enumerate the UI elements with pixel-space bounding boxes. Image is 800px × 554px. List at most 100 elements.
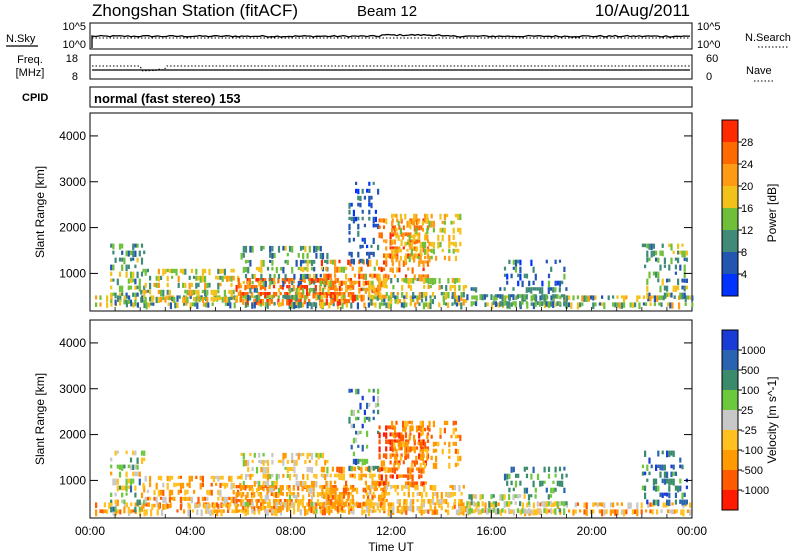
- echo-cell: [201, 275, 204, 283]
- echo-cell: [396, 467, 399, 471]
- echo-cell: [685, 257, 688, 262]
- freq-tick-top: 18: [66, 53, 78, 65]
- echo-cell: [405, 278, 408, 284]
- echo-cell: [190, 282, 193, 288]
- echo-cell: [235, 485, 238, 489]
- echo-cell: [250, 485, 254, 491]
- echo-cell: [261, 299, 265, 306]
- echo-cell: [258, 294, 261, 301]
- echo-cell: [681, 499, 684, 506]
- echo-cell: [510, 302, 513, 307]
- echo-cell: [244, 292, 247, 296]
- station-title: Zhongshan Station (fitACF): [92, 1, 298, 20]
- echo-cell: [466, 501, 469, 508]
- echo-cell: [549, 287, 553, 291]
- echo-cell: [264, 508, 267, 516]
- echo-cell: [106, 295, 109, 302]
- echo-cell: [422, 218, 425, 223]
- echo-cell: [660, 509, 663, 513]
- echo-cell: [260, 302, 263, 307]
- echo-cell: [385, 302, 388, 309]
- echo-cell: [421, 420, 424, 428]
- echo-cell: [552, 287, 555, 293]
- echo-cell: [303, 285, 306, 289]
- echo-cell: [249, 245, 252, 253]
- echo-cell: [403, 492, 406, 496]
- echo-cell: [471, 295, 474, 300]
- echo-cell: [240, 508, 243, 513]
- echo-cell: [655, 499, 658, 506]
- echo-cell: [558, 466, 562, 472]
- echo-cell: [233, 302, 236, 309]
- echo-cell: [264, 480, 267, 485]
- echo-cell: [545, 487, 548, 493]
- echo-cell: [299, 295, 302, 303]
- echo-cell: [372, 181, 375, 185]
- echo-cell: [286, 485, 289, 490]
- echo-cell: [576, 302, 579, 310]
- echo-cell: [430, 213, 433, 219]
- echo-cell: [679, 478, 682, 484]
- echo-cell: [232, 289, 235, 295]
- echo-cell: [313, 287, 316, 294]
- echo-cell: [368, 188, 371, 193]
- echo-cell: [208, 489, 211, 496]
- echo-cell: [239, 492, 243, 496]
- echo-cell: [367, 302, 370, 308]
- echo-cell: [420, 467, 423, 474]
- echo-cell: [345, 492, 348, 496]
- echo-cell: [320, 466, 323, 473]
- echo-cell: [297, 301, 300, 309]
- echo-cell: [661, 492, 664, 498]
- echo-cell: [552, 487, 555, 494]
- echo-cell: [149, 296, 152, 302]
- echo-cell: [350, 302, 353, 309]
- echo-cell: [264, 280, 267, 287]
- echo-cell: [185, 302, 188, 306]
- echo-cell: [336, 506, 339, 513]
- echo-cell: [486, 302, 489, 307]
- echo-cell: [269, 245, 272, 253]
- echo-cell: [134, 464, 137, 470]
- echo-cell: [382, 460, 386, 467]
- echo-cell: [428, 248, 431, 252]
- echo-cell: [315, 273, 318, 279]
- echo-cell: [558, 280, 562, 287]
- y-tick-label: 3000: [59, 382, 86, 396]
- echo-cell: [499, 509, 502, 516]
- freq-label: Freq.: [17, 54, 43, 66]
- echo-cell: [558, 301, 561, 306]
- echo-cell: [363, 237, 366, 244]
- echo-cell: [118, 299, 122, 306]
- echo-cell: [424, 446, 427, 451]
- echo-cell: [168, 289, 171, 295]
- echo-cell: [244, 509, 247, 516]
- echo-cell: [459, 455, 462, 462]
- echo-cell: [452, 234, 455, 240]
- echo-cell: [369, 487, 372, 495]
- echo-cell: [143, 302, 146, 309]
- echo-cell: [211, 502, 214, 508]
- echo-cell: [431, 292, 435, 297]
- echo-cell: [549, 301, 553, 307]
- echo-cell: [331, 466, 334, 472]
- echo-cell: [226, 496, 229, 503]
- echo-cell: [269, 280, 272, 286]
- echo-cell: [194, 502, 197, 509]
- echo-cell: [262, 466, 265, 474]
- echo-cell: [554, 294, 557, 299]
- echo-cell: [356, 302, 359, 310]
- echo-cell: [264, 473, 267, 479]
- echo-cell: [370, 509, 373, 513]
- echo-cell: [116, 499, 119, 507]
- echo-cell: [382, 453, 386, 458]
- echo-cell: [302, 494, 305, 501]
- echo-cell: [262, 452, 265, 457]
- echo-cell: [378, 481, 381, 487]
- echo-cell: [409, 467, 412, 475]
- echo-cell: [295, 480, 298, 487]
- echo-cell: [415, 232, 419, 237]
- echo-cell: [292, 485, 295, 491]
- echo-cell: [155, 296, 158, 304]
- echo-cell: [403, 278, 406, 283]
